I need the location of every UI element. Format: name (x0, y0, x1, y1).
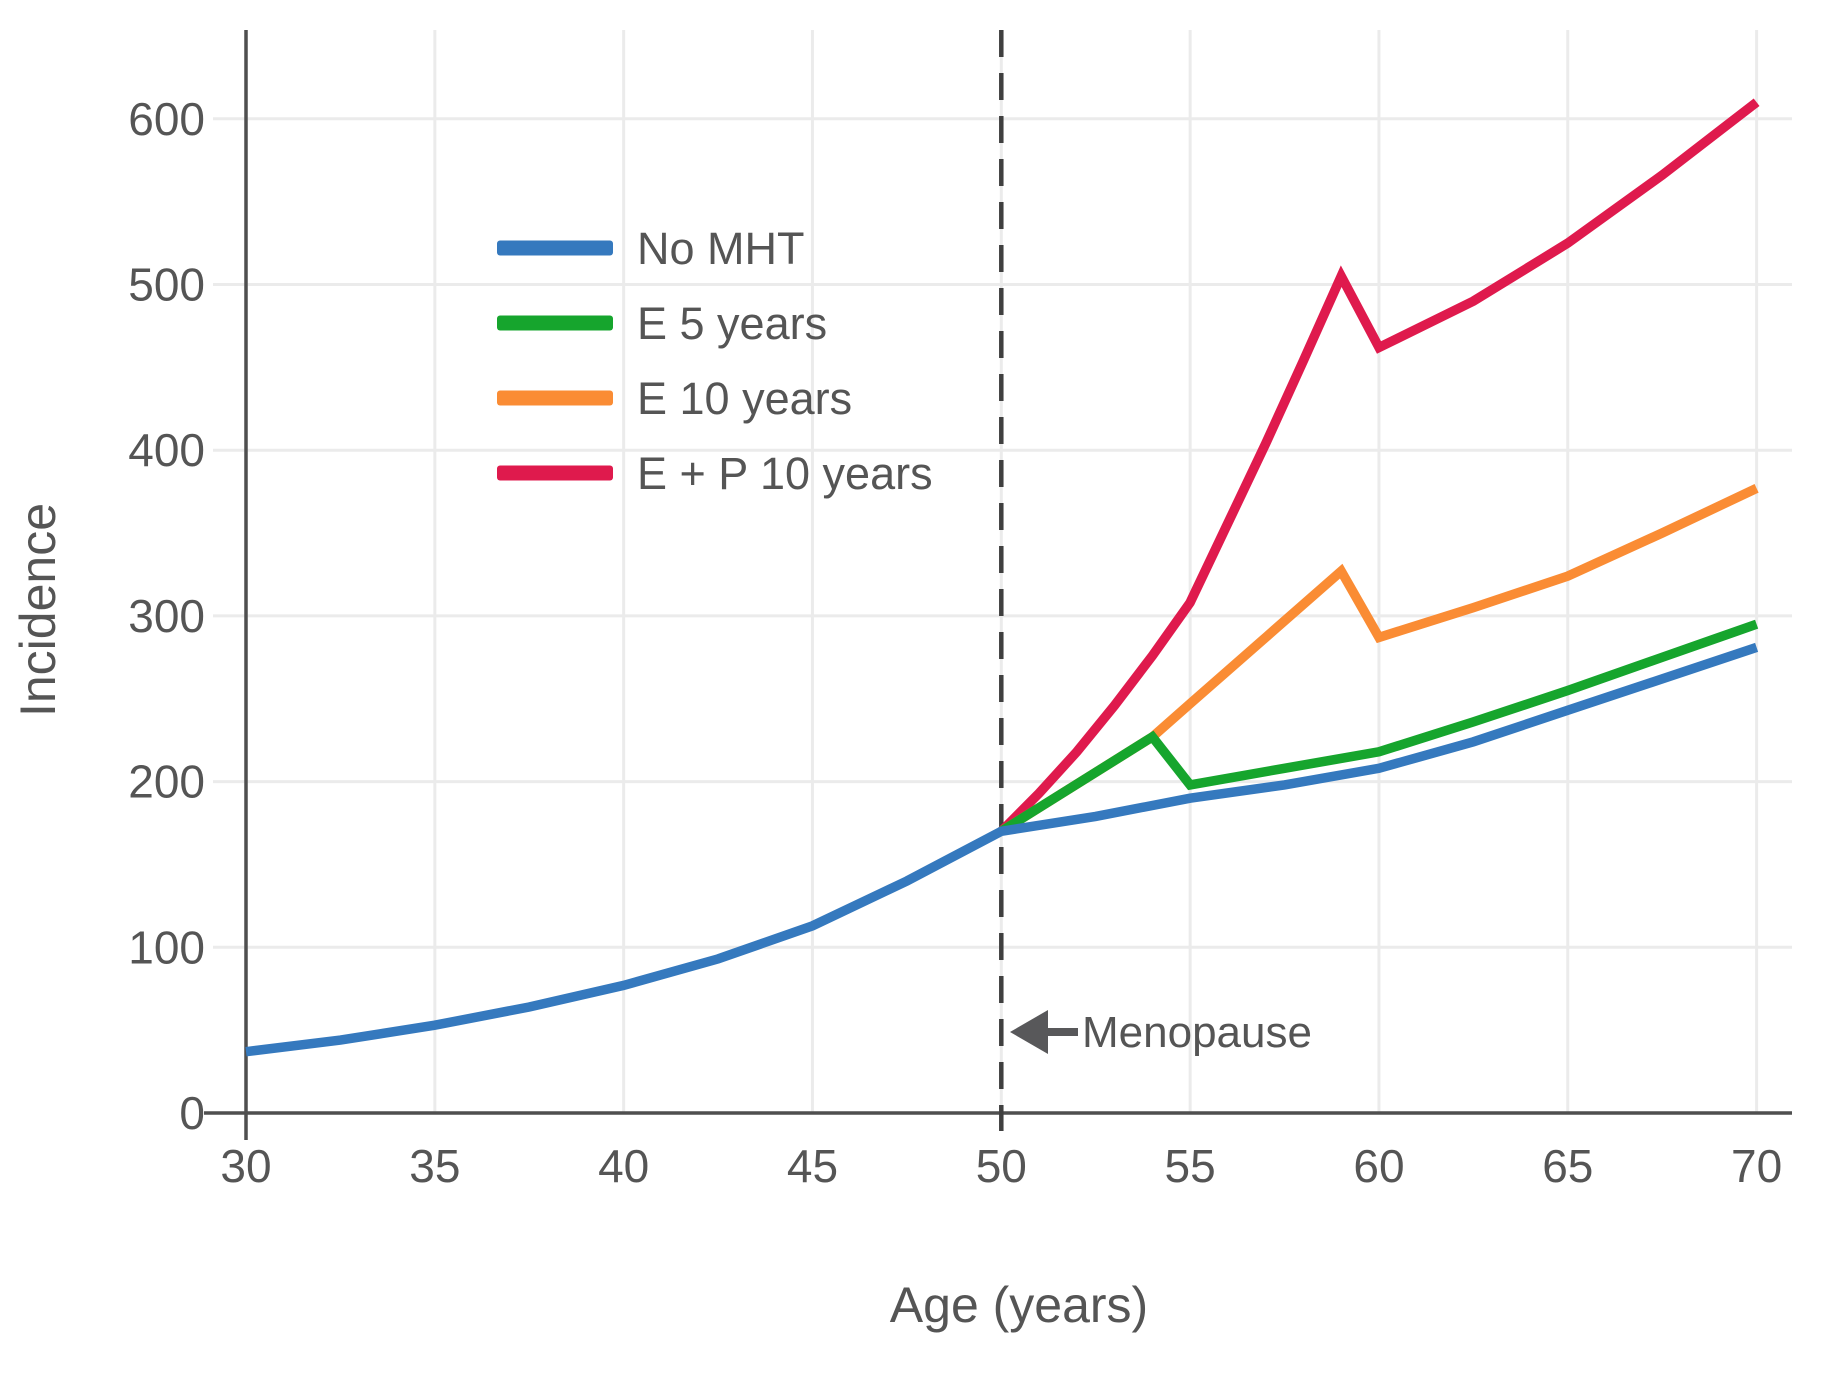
legend-label: E 10 years (637, 373, 852, 424)
x-tick-label: 35 (409, 1140, 460, 1192)
y-axis-title: Incidence (10, 503, 66, 717)
legend-label: No MHT (637, 223, 805, 274)
legend-swatch (497, 240, 613, 256)
legend-label: E + P 10 years (637, 448, 933, 499)
x-tick-label: 40 (598, 1140, 649, 1192)
y-tick-label: 600 (128, 93, 205, 145)
x-tick-label: 60 (1353, 1140, 1404, 1192)
y-tick-label: 100 (128, 921, 205, 973)
series-line-no-mht (245, 642, 1759, 1057)
generated-chart-layers: 0 100 200 300 400 500 600 30 35 40 45 50 55 60 65 70 No … (128, 30, 1792, 1192)
menopause-annotation-label: Menopause (1082, 1008, 1312, 1057)
x-tick-label: 55 (1165, 1140, 1216, 1192)
y-tick-label: 200 (128, 756, 205, 808)
x-tick-label: 50 (976, 1140, 1027, 1192)
x-tick-label: 45 (787, 1140, 838, 1192)
y-tick-label: 400 (128, 424, 205, 476)
y-tick-label: 300 (128, 590, 205, 642)
x-tick-label: 70 (1731, 1140, 1782, 1192)
series-line-e-10-years (998, 484, 1759, 836)
series-line-e-5-years (998, 619, 1759, 836)
legend-swatch (497, 390, 613, 406)
menopause-arrow-head (1010, 1010, 1048, 1054)
x-tick-label: 30 (220, 1140, 271, 1192)
y-tick-label: 500 (128, 259, 205, 311)
series-line-e-p-10-years (997, 98, 1760, 835)
legend-swatch (497, 465, 613, 481)
x-axis-title: Age (years) (890, 1277, 1148, 1333)
y-tick-label: 0 (179, 1087, 205, 1139)
x-tick-label: 65 (1542, 1140, 1593, 1192)
legend-swatch (497, 315, 613, 331)
legend-label: E 5 years (637, 298, 827, 349)
